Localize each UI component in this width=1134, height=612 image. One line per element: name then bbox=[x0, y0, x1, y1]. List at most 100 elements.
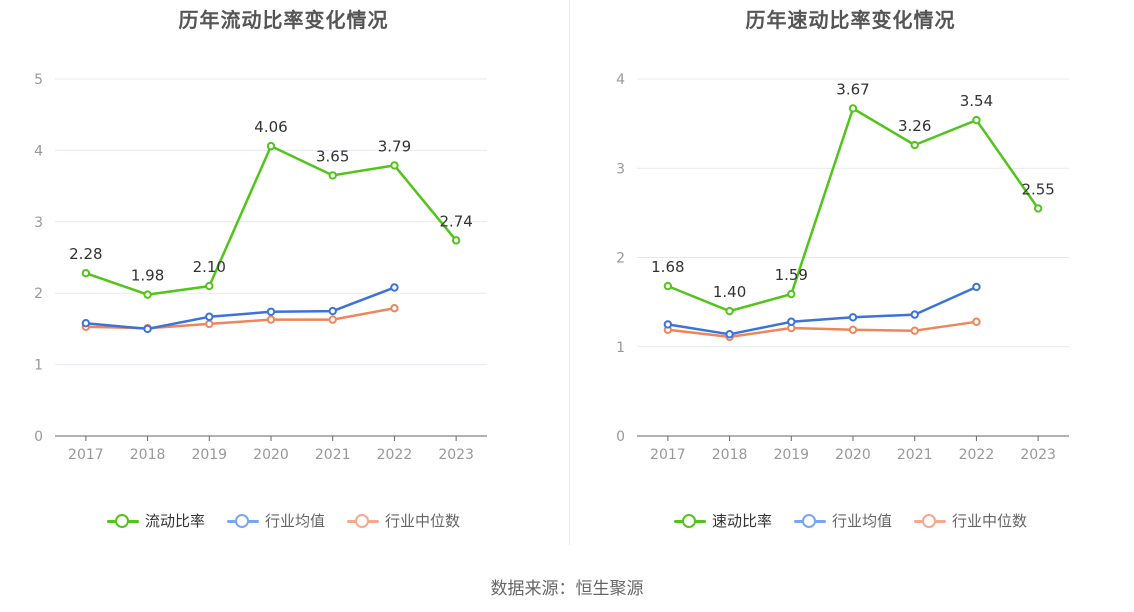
y-tick-label: 2 bbox=[616, 251, 625, 267]
series-line bbox=[667, 107, 1040, 313]
current-ratio-plot: 0 1 2 3 4 5 2017 2018 2019 2020 2021 2022 2023 2.28 1.… bbox=[34, 72, 487, 463]
y-tick-label: 0 bbox=[34, 429, 43, 445]
quick-ratio-plot: 0 1 2 3 4 2017 2018 2019 2020 2021 2022 2023 1.68 1.4… bbox=[616, 72, 1069, 463]
legend-label: 行业均值 bbox=[831, 512, 892, 530]
x-tick-label: 2019 bbox=[773, 447, 809, 463]
data-point bbox=[143, 290, 152, 299]
y-tick-label: 5 bbox=[34, 72, 43, 88]
legend-marker-icon bbox=[347, 513, 379, 528]
x-tick-label: 2020 bbox=[253, 447, 289, 463]
data-label: 3.79 bbox=[378, 137, 411, 155]
x-tick-label: 2023 bbox=[1020, 447, 1056, 463]
y-tick-label: 0 bbox=[616, 429, 625, 445]
data-point bbox=[81, 269, 91, 278]
data-point bbox=[266, 315, 276, 324]
data-point bbox=[205, 319, 214, 329]
data-label: 3.26 bbox=[898, 117, 931, 135]
y-tick-label: 2 bbox=[34, 286, 43, 302]
legend-marker-icon bbox=[106, 513, 139, 528]
data-point bbox=[910, 310, 919, 319]
data-point bbox=[390, 161, 399, 170]
data-label: 4.06 bbox=[254, 118, 287, 136]
data-point bbox=[328, 315, 337, 324]
data-label: 1.59 bbox=[775, 266, 808, 284]
data-point bbox=[848, 104, 858, 113]
y-tick-label: 1 bbox=[616, 340, 625, 356]
data-point bbox=[390, 303, 399, 313]
x-tick-label: 2022 bbox=[377, 447, 413, 463]
data-point bbox=[81, 318, 91, 328]
data-point bbox=[787, 317, 796, 326]
data-label: 2.55 bbox=[1021, 180, 1054, 198]
data-point bbox=[972, 115, 981, 125]
series-line bbox=[667, 285, 977, 336]
y-tick-label: 4 bbox=[616, 72, 625, 88]
data-point bbox=[725, 306, 734, 316]
x-tick-label: 2017 bbox=[68, 447, 104, 463]
data-point bbox=[451, 236, 461, 245]
data-point bbox=[266, 307, 276, 316]
x-tick-label: 2017 bbox=[650, 447, 686, 463]
chart-title: 历年流动比率变化情况 bbox=[178, 8, 389, 32]
legend-marker-icon bbox=[226, 513, 259, 528]
legend-item-current-ratio[interactable]: 流动比率 bbox=[106, 510, 205, 531]
data-point bbox=[205, 312, 214, 321]
y-tick-label: 3 bbox=[34, 215, 43, 231]
data-label: 1.98 bbox=[131, 267, 164, 285]
data-point bbox=[848, 313, 858, 322]
data-point bbox=[848, 325, 858, 334]
legend: 流动比率 行业均值 行业中位数 bbox=[0, 510, 567, 531]
x-tick-label: 2022 bbox=[959, 447, 995, 463]
chart-title: 历年速动比率变化情况 bbox=[745, 8, 956, 32]
data-point bbox=[266, 141, 276, 151]
series-line bbox=[85, 306, 395, 330]
y-tick-label: 1 bbox=[34, 358, 43, 374]
x-tick-label: 2019 bbox=[191, 447, 227, 463]
series-line bbox=[85, 286, 395, 331]
legend-marker-icon bbox=[793, 513, 826, 528]
data-point bbox=[143, 324, 152, 334]
x-tick-label: 2020 bbox=[835, 447, 871, 463]
data-point bbox=[205, 281, 214, 291]
data-label: 3.65 bbox=[316, 147, 349, 165]
data-point bbox=[1033, 204, 1043, 213]
legend-item-industry-median[interactable]: 行业中位数 bbox=[914, 510, 1027, 531]
data-point bbox=[787, 289, 796, 299]
data-point bbox=[910, 326, 919, 335]
data-label: 1.40 bbox=[713, 283, 746, 301]
x-tick-label: 2021 bbox=[897, 447, 933, 463]
series-line bbox=[667, 320, 977, 339]
data-label: 1.68 bbox=[651, 258, 684, 276]
legend-marker-icon bbox=[673, 513, 706, 528]
legend-label: 流动比率 bbox=[144, 512, 205, 530]
data-point bbox=[663, 320, 673, 329]
legend-item-industry-mean[interactable]: 行业均值 bbox=[226, 510, 325, 531]
legend-label: 速动比率 bbox=[711, 512, 772, 530]
data-source-note: 数据来源：恒生聚源 bbox=[490, 579, 644, 599]
legend: 速动比率 行业均值 行业中位数 bbox=[567, 510, 1134, 531]
data-point bbox=[972, 317, 981, 326]
legend-item-industry-median[interactable]: 行业中位数 bbox=[347, 510, 460, 531]
data-label: 2.10 bbox=[193, 258, 226, 276]
data-point bbox=[390, 283, 399, 292]
x-tick-label: 2018 bbox=[130, 447, 166, 463]
legend-label: 行业中位数 bbox=[952, 512, 1028, 530]
legend-marker-icon bbox=[914, 513, 946, 528]
data-label: 2.74 bbox=[439, 212, 472, 230]
data-point bbox=[663, 281, 673, 291]
data-label: 3.54 bbox=[960, 92, 993, 110]
data-point bbox=[328, 171, 337, 180]
legend-item-industry-mean[interactable]: 行业均值 bbox=[793, 510, 892, 531]
x-tick-label: 2023 bbox=[438, 447, 474, 463]
data-label: 3.67 bbox=[836, 80, 869, 98]
data-point bbox=[972, 282, 981, 292]
data-label: 2.28 bbox=[69, 245, 102, 263]
data-point bbox=[725, 330, 734, 339]
panel-divider bbox=[569, 0, 570, 545]
chart-panel-quick-ratio: 历年速动比率变化情况 0 1 2 3 4 2017 2018 2019 2020 2021 2022… bbox=[567, 0, 1134, 545]
x-tick-label: 2021 bbox=[315, 447, 351, 463]
chart-panel-current-ratio: 历年流动比率变化情况 0 1 2 3 4 5 2017 2018 2019 2020 2021 202… bbox=[0, 0, 567, 545]
data-point bbox=[328, 306, 337, 316]
legend-item-quick-ratio[interactable]: 速动比率 bbox=[673, 510, 772, 531]
y-tick-label: 3 bbox=[616, 161, 625, 177]
